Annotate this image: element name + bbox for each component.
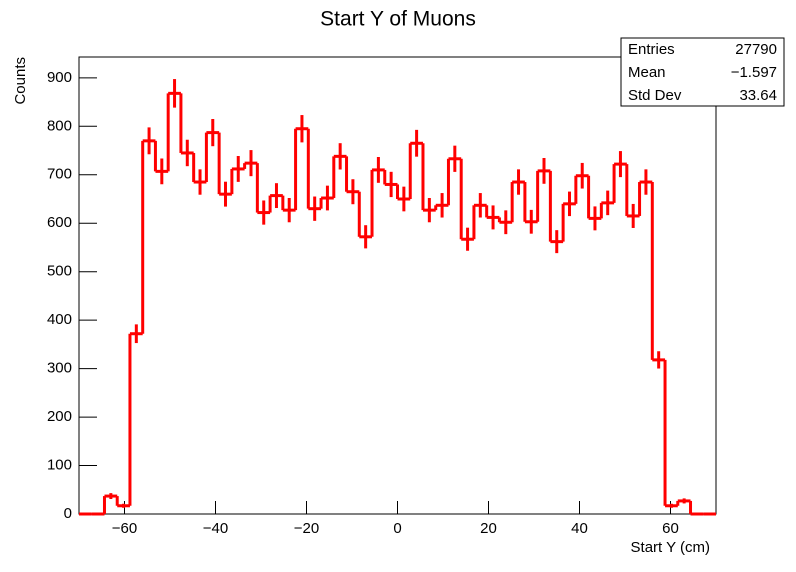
y-tick-label: 900 — [47, 69, 72, 86]
y-tick-label: 300 — [47, 360, 72, 377]
y-tick-label: 800 — [47, 117, 72, 134]
x-tick-label: −20 — [294, 520, 319, 537]
x-axis-label: Start Y (cm) — [631, 539, 710, 556]
y-tick-label: 500 — [47, 263, 72, 280]
x-tick-label: 0 — [393, 520, 401, 537]
stats-value: −1.597 — [731, 64, 777, 81]
x-tick-label: −40 — [203, 520, 228, 537]
y-tick-label: 0 — [64, 505, 72, 522]
stats-label: Mean — [628, 64, 666, 81]
y-tick-label: 700 — [47, 166, 72, 183]
x-tick-label: 60 — [662, 520, 679, 537]
stats-box — [620, 37, 785, 107]
y-axis-label: Counts — [12, 57, 29, 105]
x-tick-label: −60 — [112, 520, 137, 537]
stats-label: Std Dev — [628, 87, 682, 104]
y-tick-label: 600 — [47, 214, 72, 231]
stats-value: 33.64 — [739, 87, 777, 104]
chart-title: Start Y of Muons — [320, 8, 476, 31]
y-tick-label: 200 — [47, 408, 72, 425]
x-tick-label: 40 — [571, 520, 588, 537]
stats-label: Entries — [628, 41, 675, 58]
x-tick-label: 20 — [480, 520, 497, 537]
y-tick-label: 400 — [47, 311, 72, 328]
y-tick-label: 100 — [47, 457, 72, 474]
stats-value: 27790 — [735, 41, 777, 58]
